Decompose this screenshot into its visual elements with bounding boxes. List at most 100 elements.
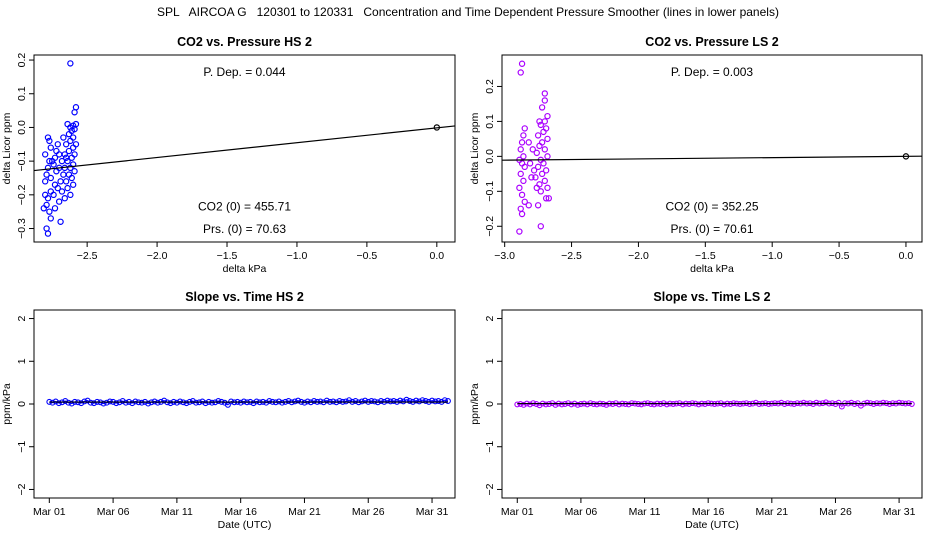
x-tick-label: Mar 11 bbox=[161, 506, 193, 518]
data-point bbox=[517, 69, 524, 76]
data-point bbox=[520, 177, 527, 185]
data-point bbox=[532, 174, 539, 181]
data-point bbox=[616, 401, 623, 408]
data-point bbox=[51, 205, 59, 212]
data-point bbox=[62, 154, 70, 161]
x-tick-label: −1.0 bbox=[287, 250, 308, 262]
data-point bbox=[822, 399, 829, 406]
data-point bbox=[145, 400, 152, 407]
x-tick-label: −0.5 bbox=[357, 250, 378, 262]
data-point bbox=[445, 398, 451, 404]
data-point bbox=[721, 401, 728, 408]
data-point bbox=[295, 397, 302, 404]
data-point bbox=[638, 401, 645, 408]
x-tick-label: Mar 06 bbox=[97, 506, 130, 518]
x-tick-label: −2.0 bbox=[147, 250, 168, 262]
data-point bbox=[103, 399, 110, 406]
data-point bbox=[838, 403, 845, 410]
y-tick-label: 1 bbox=[484, 358, 496, 364]
y-tick-label: −0.1 bbox=[484, 181, 496, 202]
plot-frame bbox=[501, 54, 923, 243]
x-tick-label: Mar 16 bbox=[224, 506, 257, 518]
data-point bbox=[520, 401, 527, 408]
x-tick-label: Mar 26 bbox=[352, 506, 385, 518]
x-tick-label: −0.5 bbox=[829, 250, 850, 262]
data-point bbox=[651, 401, 658, 408]
data-point bbox=[71, 109, 78, 116]
data-point bbox=[311, 398, 317, 404]
data-point bbox=[517, 205, 524, 212]
data-point bbox=[54, 141, 61, 148]
data-point bbox=[167, 400, 174, 407]
y-tick-label: −2 bbox=[16, 483, 28, 495]
data-point bbox=[544, 135, 551, 143]
data-point bbox=[542, 167, 550, 174]
data-point bbox=[44, 230, 52, 237]
data-point bbox=[58, 157, 66, 165]
data-point bbox=[541, 97, 549, 104]
data-point bbox=[528, 174, 535, 181]
data-point bbox=[387, 398, 394, 405]
data-point bbox=[517, 146, 524, 153]
data-point bbox=[520, 132, 527, 139]
data-point bbox=[151, 398, 158, 405]
data-point bbox=[65, 147, 73, 155]
data-point bbox=[275, 398, 282, 405]
data-point bbox=[41, 191, 49, 199]
data-point bbox=[536, 402, 543, 409]
data-point bbox=[68, 174, 75, 182]
data-point bbox=[240, 398, 247, 405]
x-tick-label: Mar 31 bbox=[883, 506, 916, 518]
y-axis-label: delta Licor ppm bbox=[1, 112, 13, 184]
data-point bbox=[189, 398, 196, 404]
data-point bbox=[518, 191, 526, 199]
data-point bbox=[87, 399, 94, 406]
data-point bbox=[55, 151, 63, 158]
data-point bbox=[69, 181, 77, 188]
data-point bbox=[574, 401, 581, 408]
data-point bbox=[52, 398, 59, 405]
data-point bbox=[517, 170, 524, 178]
data-point bbox=[43, 225, 50, 232]
y-tick-label: 0 bbox=[16, 401, 28, 407]
y-tick-label: −0.3 bbox=[16, 218, 28, 239]
data-point bbox=[67, 191, 74, 199]
data-point bbox=[544, 153, 551, 160]
data-point bbox=[138, 399, 145, 406]
data-point bbox=[154, 399, 161, 406]
data-point bbox=[526, 160, 534, 167]
x-axis-label: delta kPa bbox=[223, 263, 267, 275]
data-point bbox=[603, 401, 610, 408]
data-point bbox=[50, 161, 57, 168]
data-point bbox=[584, 401, 591, 408]
data-point bbox=[122, 399, 129, 406]
x-tick-label: Mar 11 bbox=[629, 506, 661, 518]
data-point bbox=[406, 398, 413, 404]
panel-hs-time: Slope vs. Time HS 2 Mar 01 Mar 06 Mar 11 Mar… bbox=[1, 290, 456, 531]
data-point bbox=[183, 400, 190, 407]
data-point bbox=[432, 398, 439, 405]
x-axis-label: Date (UTC) bbox=[218, 519, 272, 531]
data-point bbox=[41, 178, 49, 185]
data-point bbox=[106, 398, 113, 405]
data-point bbox=[64, 120, 71, 128]
y-tick-label: −1 bbox=[484, 441, 496, 453]
data-point bbox=[44, 164, 52, 172]
x-tick-label: −2.5 bbox=[77, 250, 98, 262]
y-tick-label: −0.2 bbox=[16, 184, 28, 205]
annotation-co2-zero: CO2 (0) = 455.71 bbox=[198, 199, 291, 213]
panel-ls-time: Slope vs. Time LS 2 Mar 01 Mar 06 Mar 11 Mar… bbox=[469, 290, 923, 531]
data-point bbox=[533, 184, 540, 192]
y-tick-label: 0.1 bbox=[484, 114, 496, 129]
y-tick-label: −2 bbox=[484, 483, 496, 495]
x-tick-label: Mar 31 bbox=[416, 506, 449, 518]
data-point bbox=[57, 178, 64, 185]
y-tick-label: 0.2 bbox=[16, 53, 28, 68]
x-tick-label: −2.0 bbox=[628, 250, 649, 262]
data-point bbox=[534, 132, 542, 139]
data-point bbox=[352, 398, 359, 404]
y-axis-label: ppm/kPa bbox=[469, 383, 481, 425]
data-point bbox=[537, 121, 544, 129]
data-point bbox=[413, 397, 420, 404]
